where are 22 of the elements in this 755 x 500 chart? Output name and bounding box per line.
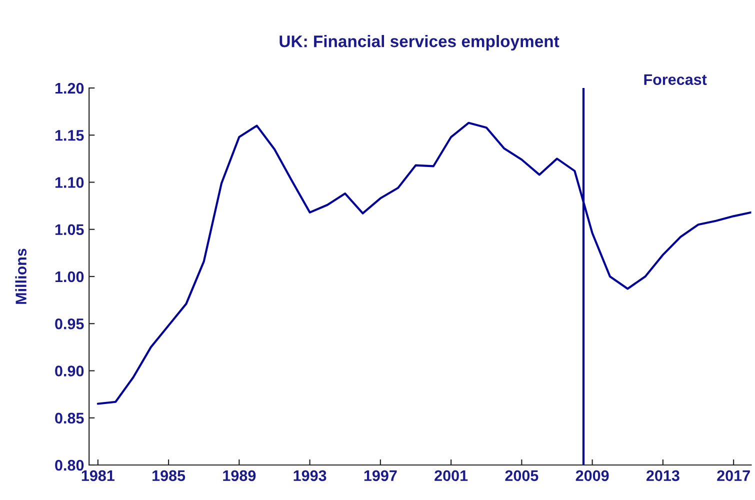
y-tick-label: 1.05 bbox=[55, 224, 84, 236]
x-tick-label: 1997 bbox=[364, 470, 397, 482]
y-tick-label: 1.00 bbox=[55, 271, 84, 282]
y-tick-label: 1.10 bbox=[55, 177, 84, 188]
y-tick-label: 0.95 bbox=[55, 318, 84, 330]
x-tick-label: 1981 bbox=[82, 470, 114, 482]
x-tick-label: 2001 bbox=[434, 470, 468, 482]
y-tick-label: 0.80 bbox=[55, 460, 84, 471]
x-tick-label: 2013 bbox=[646, 470, 680, 482]
chart-title: UK: Financial services employment bbox=[280, 35, 560, 51]
x-tick-label: 1989 bbox=[223, 470, 256, 482]
x-tick-label: 1985 bbox=[152, 470, 186, 482]
y-tick-label: 1.15 bbox=[55, 130, 84, 141]
y-axis-title: Millions bbox=[15, 248, 26, 304]
text: Forecast bbox=[644, 74, 707, 85]
x-tick-label: 2009 bbox=[576, 470, 609, 482]
y-tick-label: 0.90 bbox=[55, 366, 84, 376]
x-tick-label: 2005 bbox=[505, 470, 538, 482]
y-tick-label: 1.20 bbox=[55, 82, 84, 94]
x-tick-label: 2017 bbox=[717, 470, 750, 482]
x-tick-label: 1993 bbox=[294, 470, 326, 482]
y-tick-label: 0.85 bbox=[55, 412, 84, 424]
